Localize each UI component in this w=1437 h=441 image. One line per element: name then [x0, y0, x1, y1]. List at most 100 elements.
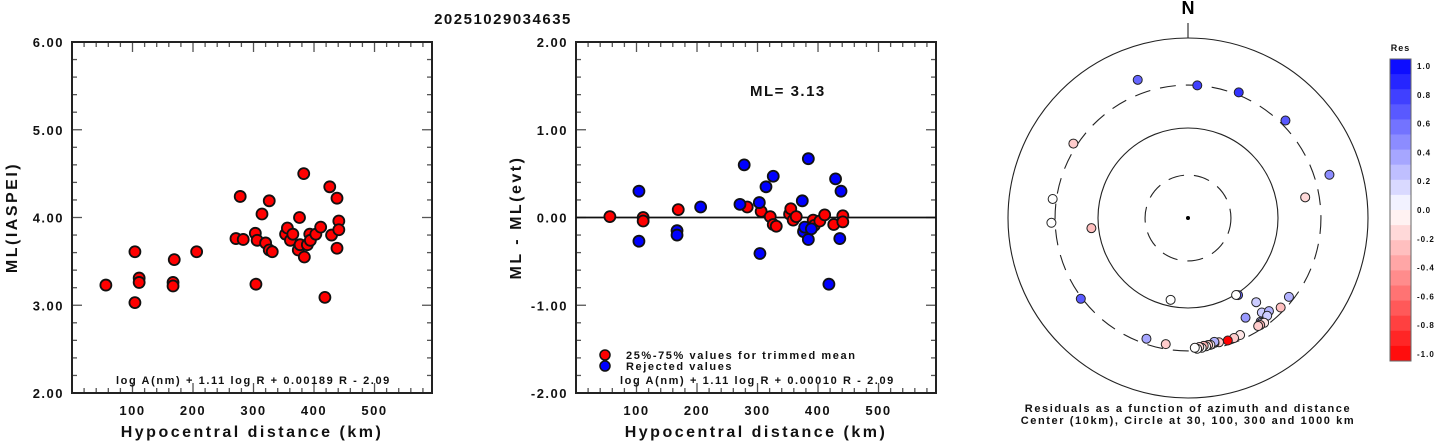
station-marker [1253, 321, 1264, 332]
y-tick-label: 2.00 [33, 386, 64, 401]
data-point [332, 223, 346, 237]
data-point [636, 214, 650, 228]
data-point [822, 277, 836, 291]
data-point [632, 184, 646, 198]
plot-frame [71, 41, 433, 394]
station-marker [1231, 289, 1242, 300]
station-marker [1068, 138, 1079, 149]
colorbar-segment [1390, 255, 1411, 271]
x-tick-label: 200 [684, 403, 710, 418]
data-point [836, 215, 850, 229]
data-point [286, 227, 300, 241]
station-marker [1189, 342, 1200, 353]
data-point [733, 197, 747, 211]
data-point [834, 184, 848, 198]
data-point [632, 234, 646, 248]
x-tick-label: 500 [865, 403, 891, 418]
data-point [297, 167, 311, 181]
data-point [249, 277, 263, 291]
formula-annotation: log A(nm) + 1.11 log R + 0.00010 R - 2.0… [620, 375, 895, 387]
colorbar-segment [1390, 179, 1411, 196]
colorbar-tick-label: -1.0 [1417, 350, 1435, 359]
data-point [818, 208, 832, 222]
ring-1000km [1007, 37, 1369, 399]
x-tick-label: 200 [180, 403, 206, 418]
data-point [132, 276, 146, 289]
colorbar-tick-label: 0.2 [1417, 177, 1431, 186]
colorbar-segment [1390, 345, 1411, 362]
y-tick-label: 5.00 [33, 123, 64, 138]
x-tick-label: 100 [623, 403, 649, 418]
y-tick-label: 4.00 [33, 211, 64, 226]
station-marker [1222, 335, 1233, 346]
center-point [1186, 216, 1190, 220]
data-point [759, 180, 773, 194]
colorbar-segment [1390, 225, 1411, 241]
data-point [795, 194, 809, 208]
data-point [323, 180, 337, 194]
data-point [128, 245, 142, 259]
x-tick-label: 300 [240, 403, 266, 418]
colorbar-segment [1390, 59, 1411, 75]
x-tick-label: 400 [805, 403, 831, 418]
station-marker [1047, 193, 1058, 204]
ring-30km [1144, 174, 1232, 262]
data-point [293, 211, 306, 224]
x-tick-label: 100 [119, 403, 145, 418]
y-tick-label: 6.00 [33, 35, 64, 50]
data-point [737, 158, 751, 172]
polar-caption-line2: Center (10km), Circle at 30, 100, 300 an… [1021, 415, 1356, 427]
colorbar-tick-label: 0.0 [1417, 206, 1431, 215]
colorbar-tick-label: -0.6 [1417, 292, 1435, 301]
colorbar-segment [1390, 119, 1411, 135]
data-point [801, 233, 815, 246]
colorbar-segment [1390, 330, 1411, 347]
data-point [829, 172, 842, 186]
colorbar-tick-label: 0.8 [1417, 91, 1431, 100]
station-marker [1141, 333, 1152, 344]
data-point [752, 196, 766, 209]
colorbar-frame [1389, 58, 1412, 362]
station-marker [1233, 87, 1244, 98]
station-marker [1132, 74, 1143, 85]
x-tick-label: 500 [361, 403, 387, 418]
data-point [769, 219, 783, 233]
data-point [236, 233, 250, 246]
station-marker [1283, 291, 1294, 302]
legend-label-rejected: Rejected values [626, 361, 733, 373]
data-point [330, 191, 344, 205]
data-point [801, 152, 815, 166]
colorbar-segment [1390, 210, 1411, 226]
legend-marker-rejected [599, 360, 611, 372]
data-point [670, 228, 684, 242]
colorbar-tick-label: -0.4 [1417, 264, 1435, 273]
legend-marker-trimmed [599, 349, 611, 361]
colorbar: Res 1.0 0.8 0.6 0.4 0.2 0.0 -0.2 -0.4 -0.6 -0.8 -1.… [1389, 43, 1435, 362]
formula-annotation: log A(nm) + 1.11 log R + 0.00189 R - 2.0… [116, 375, 391, 387]
colorbar-tick-label: -0.2 [1417, 235, 1435, 244]
data-point [603, 210, 617, 224]
data-point [99, 278, 113, 292]
y-tick-label: 2.00 [537, 35, 568, 50]
colorbar-segment [1390, 164, 1411, 181]
data-point [330, 241, 344, 255]
data-point [789, 210, 803, 224]
colorbar-segment [1390, 74, 1411, 90]
station-marker [1192, 80, 1203, 91]
data-point [833, 232, 847, 245]
polar-caption-line1: Residuals as a function of azimuth and d… [1025, 403, 1351, 415]
colorbar-tick-label: -0.8 [1417, 321, 1435, 330]
y-axis-title: ML(IASPEI) [4, 162, 21, 273]
data-point [297, 250, 311, 264]
colorbar-tick-label: 0.6 [1417, 120, 1431, 129]
data-point [314, 220, 328, 234]
legend-label-trimmed: 25%-75% values for trimmed mean [626, 350, 857, 362]
colorbar-segment [1390, 240, 1411, 256]
station-marker [1086, 223, 1097, 234]
station-marker [1165, 294, 1176, 305]
station-marker [1160, 339, 1171, 350]
station-marker [1251, 297, 1262, 308]
colorbar-segment [1390, 270, 1411, 286]
colorbar-segment [1390, 194, 1411, 211]
